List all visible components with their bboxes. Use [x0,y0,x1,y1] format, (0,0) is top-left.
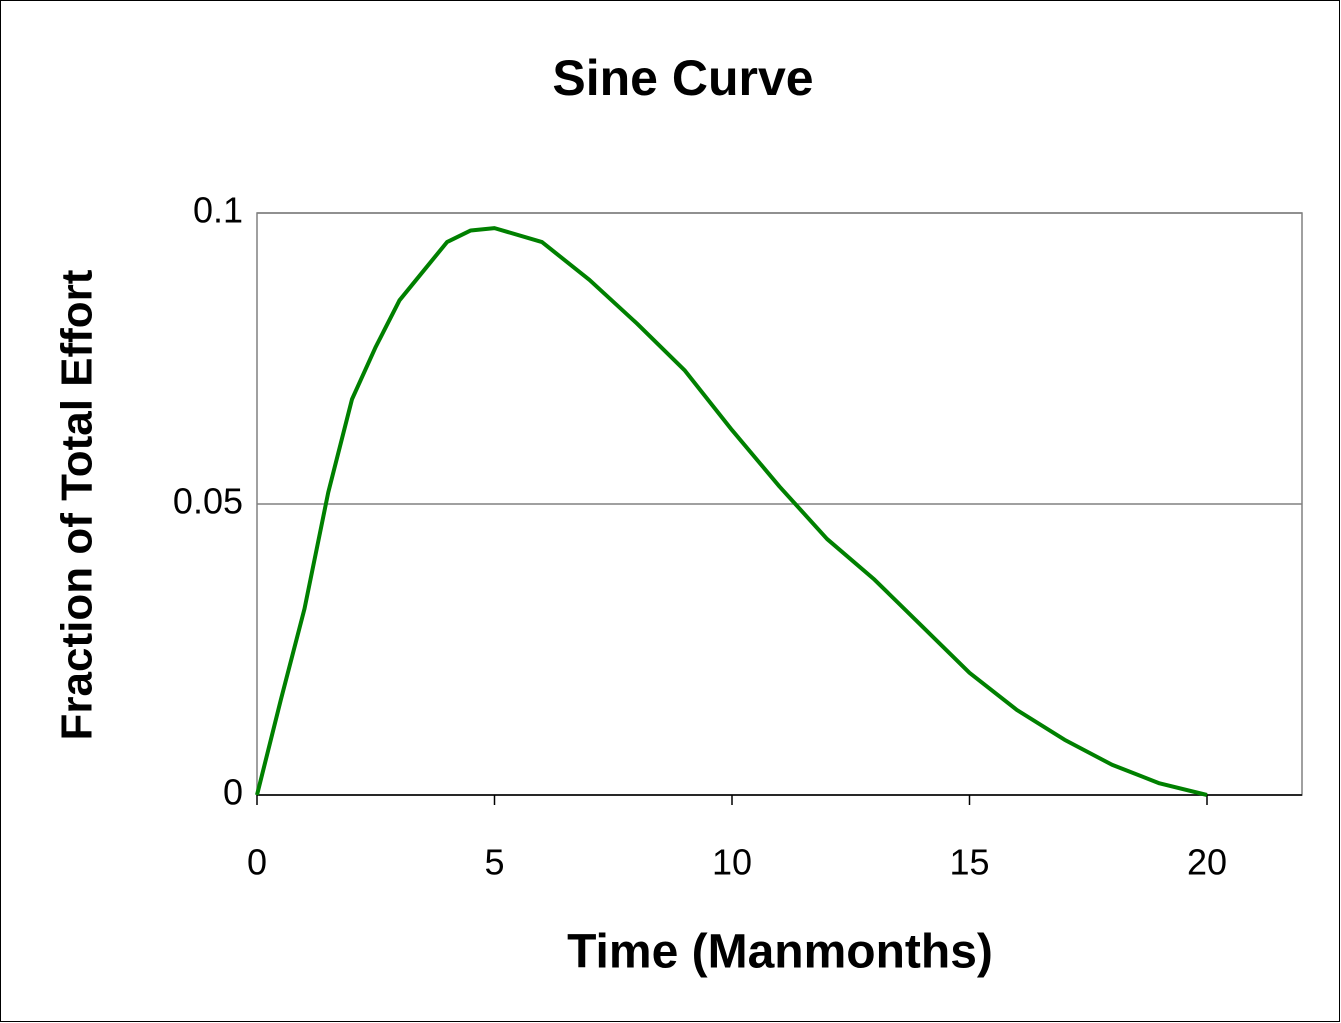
chart-title: Sine Curve [552,50,813,106]
y-axis-label: Fraction of Total Effort [53,269,102,740]
x-tick-label: 20 [1187,842,1227,883]
y-tick-label: 0.05 [173,481,243,522]
x-tick-label: 0 [247,842,267,883]
x-tick-label: 15 [949,842,989,883]
y-tick-label: 0.1 [193,190,243,231]
x-tick-label: 5 [484,842,504,883]
x-axis-label: Time (Manmonths) [567,926,993,979]
y-tick-label: 0 [223,772,243,813]
x-tick-label: 10 [712,842,752,883]
data-line [255,226,1208,797]
